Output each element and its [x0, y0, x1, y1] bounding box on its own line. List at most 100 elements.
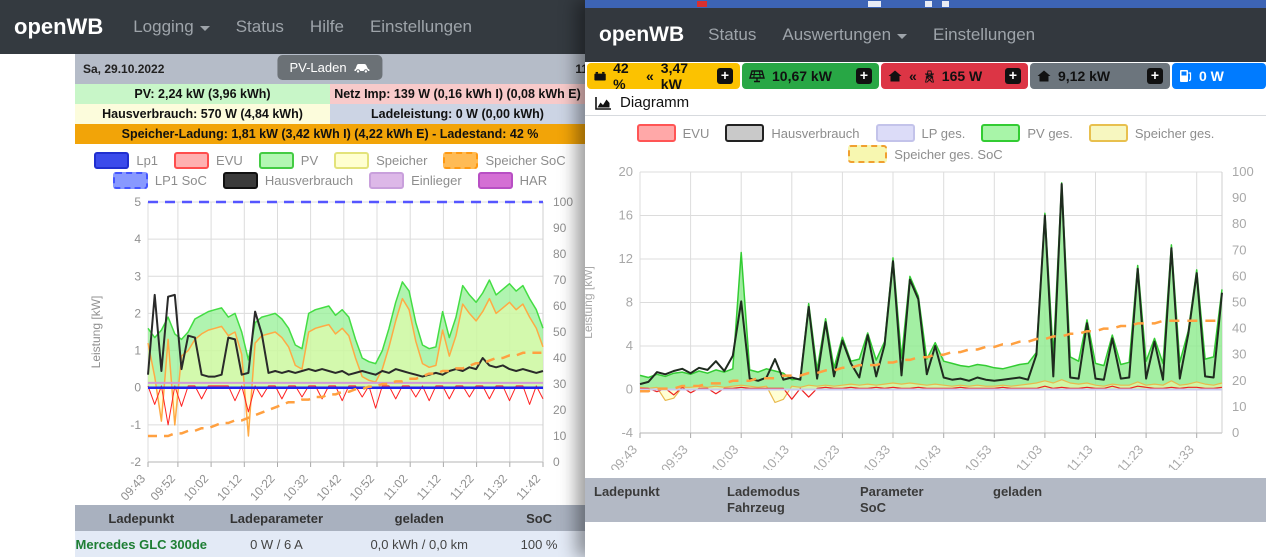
svg-text:-4: -4 — [621, 425, 633, 440]
legend-row: Lp1 EVU PV Speicher Speicher SoC — [94, 152, 565, 169]
nav-item-status[interactable]: Status — [708, 25, 756, 45]
nav-item-einstellungen[interactable]: Einstellungen — [933, 25, 1035, 45]
svg-text:50: 50 — [553, 325, 567, 339]
status-tile: Ladeleistung: 0 W (0,00 kWh) — [330, 104, 585, 124]
svg-text:11:13: 11:13 — [1063, 442, 1095, 470]
legend-label: EVU — [683, 126, 710, 141]
expand-plus-button[interactable]: + — [1005, 68, 1021, 84]
legend-label: Speicher — [376, 153, 427, 168]
svg-text:10:42: 10:42 — [314, 471, 345, 502]
legend-label: Lp1 — [136, 153, 158, 168]
nav-item-label: Hilfe — [310, 17, 344, 37]
legend-swatch — [637, 124, 676, 142]
brand-logo[interactable]: openWB — [599, 23, 684, 47]
expand-plus-button[interactable]: + — [856, 68, 872, 84]
flow-arrow: « — [646, 68, 654, 84]
car-battery-icon — [594, 70, 606, 82]
legend-label: PV ges. — [1027, 126, 1073, 141]
expand-plus-button[interactable]: + — [717, 68, 733, 84]
svg-text:Leistung [kW]: Leistung [kW] — [585, 266, 595, 339]
legend-item[interactable]: LP1 SoC — [113, 172, 207, 189]
legend-label: LP ges. — [922, 126, 966, 141]
svg-text:10:13: 10:13 — [759, 442, 792, 470]
chevron-down-icon — [897, 34, 907, 39]
power-chart[interactable]: 201612840-4100908070605040302010009:4309… — [585, 160, 1266, 470]
svg-text:5: 5 — [134, 196, 141, 209]
legend-item[interactable]: Speicher — [334, 152, 427, 169]
legend-item[interactable]: Speicher ges. — [1089, 124, 1215, 142]
legend-item[interactable]: Speicher SoC — [443, 152, 565, 169]
legend-item[interactable]: EVU — [637, 124, 710, 142]
area-chart-icon — [595, 96, 612, 110]
svg-text:8: 8 — [626, 295, 633, 310]
favicon-red — [697, 1, 707, 7]
svg-text:09:43: 09:43 — [118, 471, 149, 502]
legend-label: Einlieger — [411, 173, 462, 188]
legend-swatch — [876, 124, 915, 142]
svg-text:100: 100 — [1232, 164, 1254, 179]
legend-item[interactable]: LP ges. — [876, 124, 966, 142]
legend-item[interactable]: Hausverbrauch — [725, 124, 859, 142]
legend-swatch — [443, 152, 478, 169]
nav-item-label: Logging — [133, 17, 194, 37]
legend-item[interactable]: Hausverbrauch — [223, 172, 353, 189]
table-header-cell: Ladeparameter — [208, 511, 346, 526]
svg-text:10:23: 10:23 — [810, 442, 843, 470]
chart-legend: EVU Hausverbrauch LP ges. PV ges. Speicher g… — [585, 124, 1266, 163]
nav-item-label: Einstellungen — [370, 17, 472, 37]
svg-text:90: 90 — [1232, 190, 1246, 205]
svg-text:10:52: 10:52 — [347, 471, 378, 502]
legend-item[interactable]: PV — [259, 152, 318, 169]
svg-text:10:43: 10:43 — [911, 442, 944, 470]
svg-text:90: 90 — [553, 221, 567, 235]
pv-badge[interactable]: 10,67 kW + — [742, 63, 879, 89]
legend-item[interactable]: EVU — [174, 152, 243, 169]
legend-label: Speicher ges. — [1135, 126, 1215, 141]
grid-power: 165 W — [942, 68, 982, 84]
table-cell: 0,0 kWh / 0,0 km — [345, 537, 493, 552]
brand-logo[interactable]: openWB — [14, 14, 103, 40]
left-window: openWB Logging Status Hilfe Einstellungen S… — [0, 0, 585, 557]
chargepoint-badge[interactable]: 0 W — [1172, 63, 1266, 89]
svg-text:10:32: 10:32 — [280, 471, 311, 502]
legend-swatch — [259, 152, 294, 169]
nav-item-auswertungen[interactable]: Auswertungen — [782, 25, 907, 45]
expand-plus-button[interactable]: + — [1147, 68, 1163, 84]
battery-badge[interactable]: 42 % « 3,47 kW + — [587, 63, 740, 89]
svg-text:10:22: 10:22 — [247, 471, 278, 502]
diagram-section-header[interactable]: Diagramm — [585, 90, 1266, 116]
legend-swatch — [725, 124, 764, 142]
svg-text:09:43: 09:43 — [607, 442, 640, 470]
house-badge[interactable]: 9,12 kW + — [1030, 63, 1170, 89]
right-window: openWB Status Auswertungen Einstellungen 4… — [585, 0, 1266, 557]
legend-label: EVU — [216, 153, 243, 168]
svg-text:10: 10 — [1232, 399, 1246, 414]
legend-item[interactable]: Einlieger — [369, 172, 462, 189]
legend-label: Speicher SoC — [485, 153, 565, 168]
grid-badge[interactable]: « 165 W + — [881, 63, 1028, 89]
nav-item-hilfe[interactable]: Hilfe — [310, 17, 344, 37]
svg-text:10:12: 10:12 — [214, 471, 245, 502]
svg-text:40: 40 — [553, 351, 567, 365]
nav-item-label: Einstellungen — [933, 25, 1035, 45]
table-header-cell: Parameter SoC — [860, 484, 924, 516]
nav-item-logging[interactable]: Logging — [133, 17, 210, 37]
legend-item[interactable]: Lp1 — [94, 152, 158, 169]
legend-item[interactable]: HAR — [478, 172, 547, 189]
svg-text:100: 100 — [553, 196, 573, 209]
nav-item-status[interactable]: Status — [236, 17, 284, 37]
flow-arrow: « — [909, 68, 917, 84]
legend-swatch — [981, 124, 1020, 142]
table-cell: 0 W / 6 A — [208, 537, 346, 552]
legend-swatch — [174, 152, 209, 169]
solar-panel-icon — [749, 70, 765, 83]
charge-mode-badge[interactable]: PV-Laden — [277, 55, 382, 80]
pylon-icon — [924, 70, 935, 83]
power-chart[interactable]: 543210-1-2100908070605040302010009:4309:… — [75, 196, 585, 502]
status-tile: Speicher-Ladung: 1,81 kW (3,42 kWh I) (4… — [75, 124, 585, 144]
svg-text:60: 60 — [553, 299, 567, 313]
svg-text:10:03: 10:03 — [709, 442, 742, 470]
nav-item-einstellungen[interactable]: Einstellungen — [370, 17, 472, 37]
legend-item[interactable]: PV ges. — [981, 124, 1073, 142]
svg-text:30: 30 — [553, 377, 567, 391]
